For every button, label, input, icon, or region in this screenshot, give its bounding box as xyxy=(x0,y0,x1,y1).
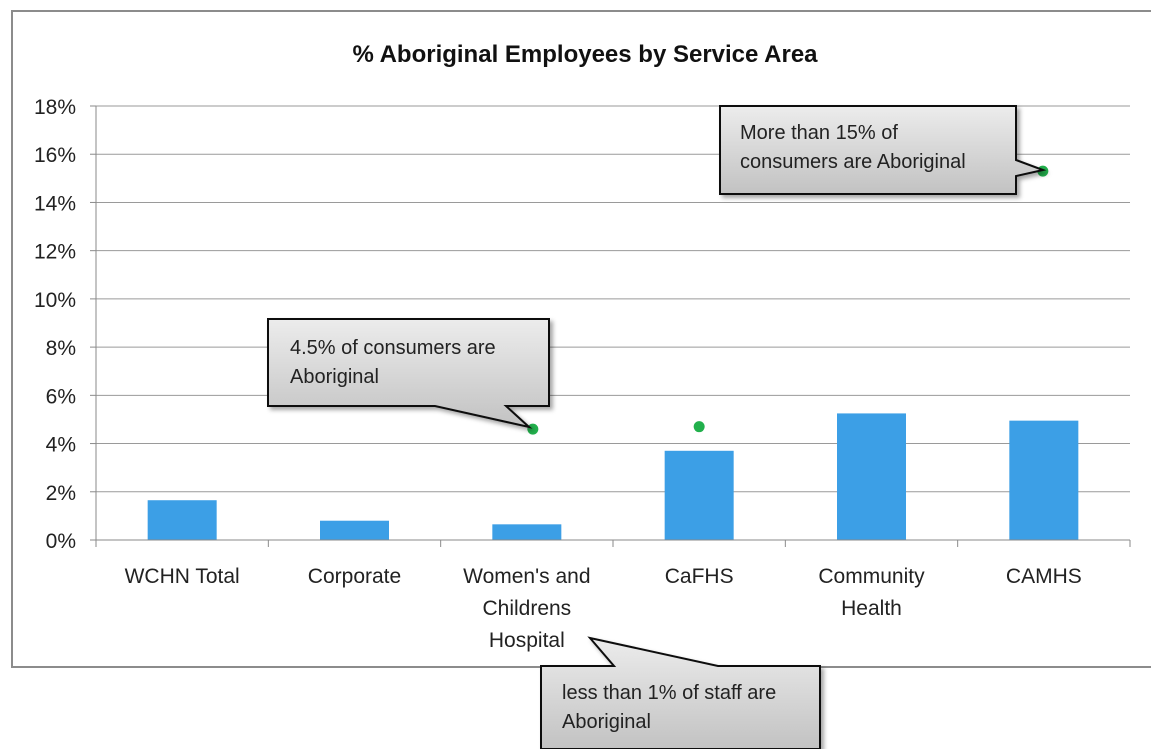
y-tick-label: 0% xyxy=(46,530,76,553)
x-category-label: Community xyxy=(818,565,925,588)
callout-text: consumers are Aboriginal xyxy=(740,151,966,173)
x-category-label: CaFHS xyxy=(665,565,734,588)
y-tick-label: 18% xyxy=(34,96,76,119)
y-tick-label: 8% xyxy=(46,337,76,360)
chart-title: % Aboriginal Employees by Service Area xyxy=(352,41,818,68)
bar xyxy=(837,413,906,540)
callout-text: 4.5% of consumers are xyxy=(290,337,496,359)
bar xyxy=(664,450,734,540)
callout-box xyxy=(267,318,550,429)
x-category-label: CAMHS xyxy=(1006,565,1082,588)
data-point xyxy=(527,423,539,435)
y-tick-label: 10% xyxy=(34,289,76,312)
callout-text: More than 15% of xyxy=(740,122,898,144)
x-category-label: Childrens xyxy=(482,597,571,620)
data-point xyxy=(693,421,705,433)
callout-text: Aboriginal xyxy=(290,366,379,388)
y-tick-label: 12% xyxy=(34,241,76,264)
x-category-label: Hospital xyxy=(489,629,565,652)
x-category-label: WCHN Total xyxy=(125,565,240,588)
callout-box xyxy=(719,105,1047,195)
bar xyxy=(320,520,389,540)
y-tick-label: 2% xyxy=(46,482,76,505)
callout-text: Aboriginal xyxy=(562,711,651,733)
y-tick-label: 14% xyxy=(34,192,76,215)
x-category-label: Women's and xyxy=(463,565,590,588)
bar xyxy=(147,500,217,540)
y-tick-label: 16% xyxy=(34,144,76,167)
bar xyxy=(492,524,562,540)
callout-text: less than 1% of staff are xyxy=(562,682,776,704)
y-tick-label: 6% xyxy=(46,385,76,408)
x-category-label: Corporate xyxy=(308,565,401,588)
bar xyxy=(1009,420,1079,540)
y-tick-label: 4% xyxy=(46,434,76,457)
x-category-label: Health xyxy=(841,597,902,620)
